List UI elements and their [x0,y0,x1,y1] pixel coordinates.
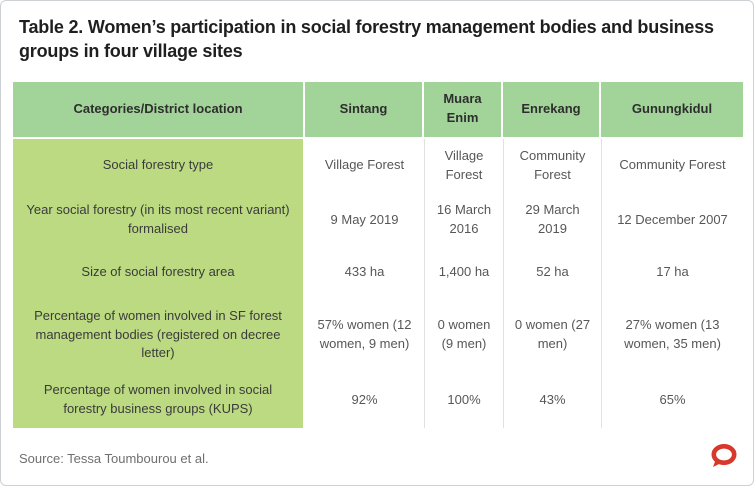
speech-bubble-icon [709,443,737,474]
data-cell: 43% [503,372,601,428]
data-cell: Community Forest [601,138,743,193]
data-cell: 57% women (12 women, 9 men) [305,297,424,373]
table-row-year-formalised: Year social forestry (in its most recent… [13,192,743,248]
data-cell: Community Forest [503,138,601,193]
data-cell: 433 ha [305,247,424,298]
table-row-area-size: Size of social forestry area 433 ha 1,40… [13,247,743,298]
figure-title: Table 2. Women’s participation in social… [19,17,714,61]
data-cell: 27% women (13 women, 35 men) [601,297,743,373]
data-cell: 16 March 2016 [424,192,503,248]
data-cell: 0 women (27 men) [503,297,601,373]
row-label-cell: Year social forestry (in its most recent… [13,192,305,248]
data-cell: Village Forest [305,138,424,193]
data-table: Categories/District location Sintang Mua… [13,81,743,428]
data-cell: 9 May 2019 [305,192,424,248]
table-row-women-management-bodies: Percentage of women involved in SF fores… [13,297,743,373]
header-cell-enrekang: Enrekang [503,81,601,137]
row-label-cell: Size of social forestry area [13,247,305,298]
source-text: Source: Tessa Toumbourou et al. [19,451,209,466]
data-cell: 29 March 2019 [503,192,601,248]
table-header-row: Categories/District location Sintang Mua… [13,81,743,137]
data-cell: 65% [601,372,743,428]
row-label-cell: Percentage of women involved in SF fores… [13,297,305,373]
header-cell-sintang: Sintang [305,81,424,137]
data-cell: 0 women (9 men) [424,297,503,373]
row-label-cell: Social forestry type [13,138,305,193]
table-row-women-business-groups: Percentage of women involved in social f… [13,372,743,428]
header-cell-muara-enim: Muara Enim [424,81,503,137]
table-body: Social forestry type Village Forest Vill… [13,138,743,428]
data-cell: 17 ha [601,247,743,298]
data-cell: 1,400 ha [424,247,503,298]
figure-footer: Source: Tessa Toumbourou et al. [13,443,741,474]
row-label-cell: Percentage of women involved in social f… [13,372,305,428]
data-cell: 92% [305,372,424,428]
table-row-forestry-type: Social forestry type Village Forest Vill… [13,138,743,193]
data-cell: 52 ha [503,247,601,298]
data-cell: 100% [424,372,503,428]
header-cell-gunungkidul: Gunungkidul [601,81,743,137]
header-cell-categories: Categories/District location [13,81,305,137]
data-cell: Village Forest [424,138,503,193]
data-cell: 12 December 2007 [601,192,743,248]
